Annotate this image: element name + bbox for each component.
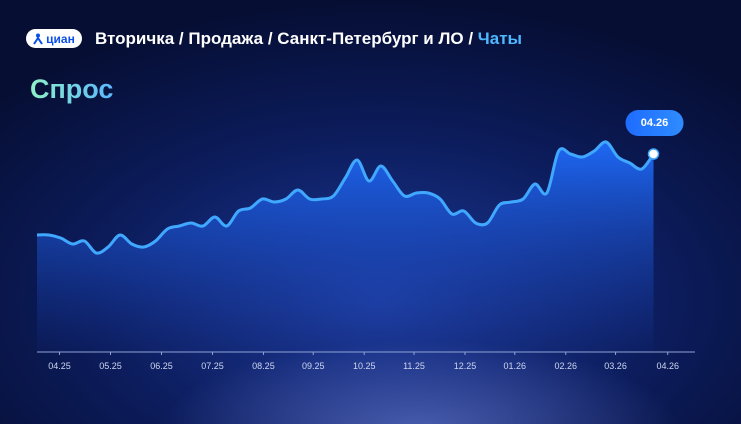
tooltip-box xyxy=(625,110,684,136)
x-tick-label: 12.25 xyxy=(454,361,477,371)
x-tick-label: 10.25 xyxy=(353,361,376,371)
x-tick-label: 07.25 xyxy=(201,361,224,371)
logo-icon xyxy=(33,33,43,45)
area xyxy=(37,141,654,352)
brand-name: циан xyxy=(46,31,75,46)
x-tick-label: 04.25 xyxy=(48,361,71,371)
breadcrumb-active[interactable]: Чаты xyxy=(477,29,523,48)
x-tick-label: 05.25 xyxy=(99,361,122,371)
x-tick-label: 02.26 xyxy=(555,361,578,371)
chart-title: Спрос xyxy=(30,74,114,104)
x-tick-label: 09.25 xyxy=(302,361,325,371)
tooltip-label: 04.26 xyxy=(641,117,669,129)
brand-logo[interactable]: циан xyxy=(26,29,82,48)
x-tick-label: 06.25 xyxy=(150,361,173,371)
x-tick-label: 01.26 xyxy=(504,361,527,371)
x-tick-label: 08.25 xyxy=(252,361,275,371)
breadcrumb-path[interactable]: Вторичка / Продажа / Санкт-Петербург и Л… xyxy=(95,29,474,48)
x-tick-label: 11.25 xyxy=(403,361,425,371)
x-tick-label: 04.26 xyxy=(656,361,679,371)
breadcrumb: Вторичка / Продажа / Санкт-Петербург и Л… xyxy=(95,29,522,49)
end-point xyxy=(647,148,660,160)
line xyxy=(36,140,655,255)
x-tick-label: 03.26 xyxy=(604,361,627,371)
